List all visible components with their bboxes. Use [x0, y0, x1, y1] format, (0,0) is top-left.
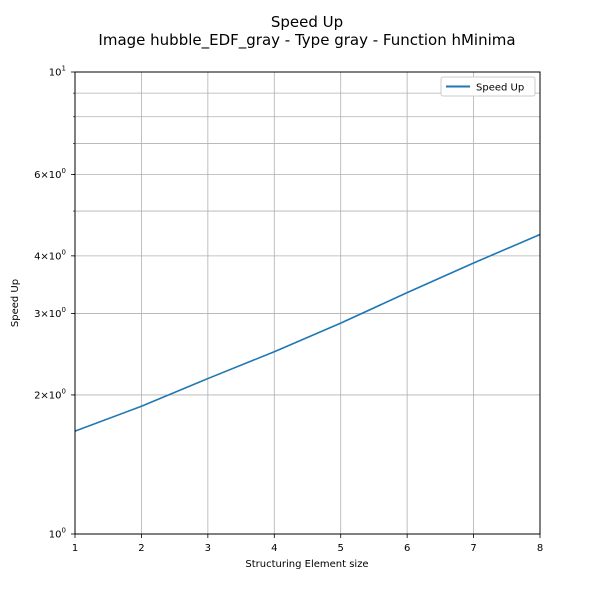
plot-frame — [74, 71, 541, 535]
series-layer — [74, 233, 541, 432]
x-tick-label: 5 — [338, 543, 344, 554]
y-tick-label: 101 — [49, 65, 66, 79]
x-tick-label: 3 — [205, 543, 211, 554]
series-line — [74, 233, 541, 432]
legend: Speed Up — [440, 76, 536, 97]
data-point — [140, 405, 143, 408]
axis-ticks: 1 2 3 4 5 6 7 8 100 2×100 3×100 4×100 6×100 101 — [34, 65, 543, 555]
data-point — [472, 261, 475, 264]
chart-subtitle: Image hubble_EDF_gray - Type gray - Func… — [98, 31, 515, 50]
grid-lines — [74, 72, 541, 534]
chart-title: Speed Up — [271, 13, 343, 31]
x-tick-label: 7 — [470, 543, 476, 554]
data-point — [206, 377, 209, 380]
data-point — [339, 322, 342, 325]
data-point — [406, 291, 409, 294]
legend-box — [440, 76, 536, 97]
x-tick-label: 8 — [537, 543, 543, 554]
y-tick-label: 6×100 — [34, 167, 66, 181]
legend-label: Speed Up — [476, 83, 524, 94]
data-point — [273, 350, 276, 353]
x-tick-label: 1 — [72, 543, 78, 554]
y-tick-label: 2×100 — [34, 387, 66, 401]
y-tick-label: 100 — [49, 527, 66, 541]
x-axis-label: Structuring Element size — [245, 559, 368, 570]
y-tick-label: 3×100 — [34, 306, 66, 320]
x-tick-label: 4 — [271, 543, 277, 554]
y-tick-label: 4×100 — [34, 248, 66, 262]
y-axis-label: Speed Up — [10, 279, 21, 327]
x-tick-label: 2 — [138, 543, 144, 554]
x-tick-label: 6 — [404, 543, 410, 554]
